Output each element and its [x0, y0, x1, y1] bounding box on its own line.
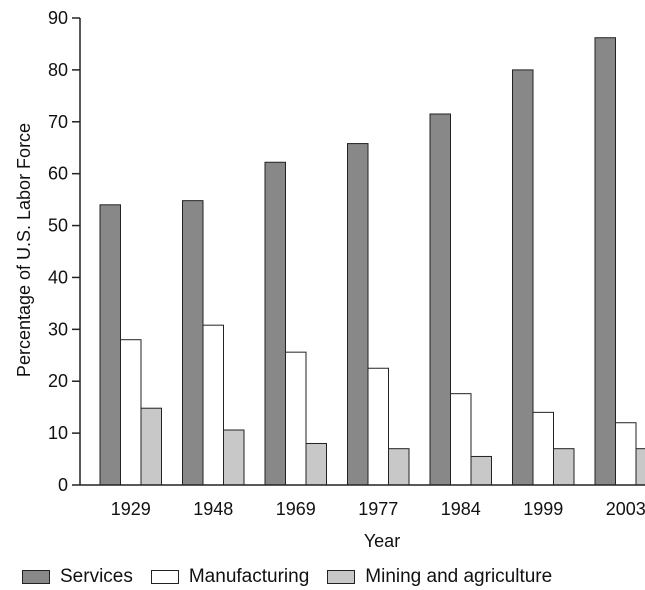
y-tick-label: 60	[48, 164, 68, 184]
bar-services-2003	[594, 37, 616, 486]
x-tick-label: 1977	[358, 499, 398, 519]
x-tick-label: 1969	[276, 499, 316, 519]
y-tick-label: 80	[48, 60, 68, 80]
bar-services-1999	[512, 69, 534, 486]
bar-mining-and-agriculture-1999	[553, 448, 575, 486]
y-axis-title: Percentage of U.S. Labor Force	[14, 123, 34, 377]
x-tick-label: 1984	[441, 499, 481, 519]
bar-manufacturing-1977	[367, 367, 389, 486]
bar-chart: 0 10 20 30 40 50 60 70 80 90 1929 1948 1969 1977 1984…	[14, 8, 645, 551]
y-tick-label: 70	[48, 112, 68, 132]
y-tick-label: 40	[48, 267, 68, 287]
bar-mining-and-agriculture-1948	[223, 429, 245, 486]
y-tick-label: 20	[48, 371, 68, 391]
bar-manufacturing-1969	[285, 351, 307, 486]
y-tick-label: 50	[48, 216, 68, 236]
bar-mining-and-agriculture-1984	[470, 455, 492, 486]
plot-area	[99, 37, 645, 486]
y-tick-label: 90	[48, 8, 68, 28]
legend-item-manufacturing: Manufacturing	[150, 566, 310, 588]
x-axis-title: Year	[364, 531, 400, 551]
legend: Services Manufacturing Mining and agricu…	[22, 565, 570, 589]
bar-manufacturing-2003	[615, 422, 637, 486]
bar-services-1969	[264, 161, 286, 486]
legend-swatch-mining-agriculture	[327, 570, 356, 584]
bar-manufacturing-1984	[450, 393, 472, 486]
x-tick-label: 1929	[111, 499, 151, 519]
bar-services-1977	[347, 143, 369, 486]
legend-item-services: Services	[22, 566, 133, 588]
bar-mining-and-agriculture-1977	[388, 448, 410, 486]
x-tick-label: 2003	[606, 499, 645, 519]
bar-manufacturing-1999	[532, 411, 554, 486]
bar-mining-and-agriculture-1969	[305, 442, 327, 486]
bar-services-1929	[99, 204, 121, 486]
y-axis-ticks: 0 10 20 30 40 50 60 70 80 90	[48, 8, 80, 495]
x-tick-label: 1999	[523, 499, 563, 519]
y-tick-label: 10	[48, 423, 68, 443]
legend-swatch-services	[22, 570, 50, 584]
x-tick-label: 1948	[193, 499, 233, 519]
legend-label-mining-agriculture: Mining and agriculture	[365, 566, 553, 587]
y-tick-label: 0	[58, 475, 68, 495]
x-axis-ticks: 1929 1948 1969 1977 1984 1999 2003	[111, 499, 645, 519]
legend-item-mining-agriculture: Mining and agriculture	[327, 566, 552, 588]
bar-manufacturing-1929	[120, 339, 142, 486]
y-tick-label: 30	[48, 319, 68, 339]
bar-services-1984	[429, 113, 451, 486]
legend-label-services: Services	[60, 566, 133, 587]
legend-swatch-manufacturing	[150, 570, 179, 584]
bar-mining-and-agriculture-2003	[635, 448, 645, 486]
legend-label-manufacturing: Manufacturing	[188, 566, 310, 587]
bar-services-1948	[182, 200, 204, 486]
bar-manufacturing-1948	[202, 324, 224, 486]
bar-mining-and-agriculture-1929	[140, 407, 162, 486]
